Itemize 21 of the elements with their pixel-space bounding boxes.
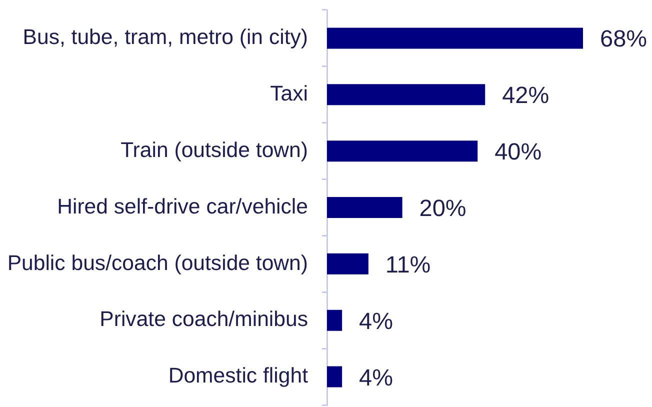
y-tick-label: Hired self-drive car/vehicle — [57, 194, 308, 218]
data-label: 4% — [359, 308, 394, 334]
bar — [327, 310, 342, 331]
y-tick-label: Domestic flight — [168, 364, 308, 388]
y-tick-label: Taxi — [270, 82, 308, 106]
bar — [327, 253, 368, 274]
data-label: 4% — [359, 364, 394, 390]
y-tick-label: Public bus/coach (outside town) — [7, 250, 308, 275]
data-label: 11% — [385, 251, 431, 278]
bar — [327, 140, 478, 162]
data-label: 20% — [419, 194, 466, 221]
y-tick-label: Private coach/minibus — [100, 307, 308, 332]
data-label: 42% — [502, 82, 550, 108]
data-label: 68% — [600, 26, 648, 52]
bar — [327, 28, 583, 49]
bar — [327, 197, 402, 218]
y-tick-label: Train (outside town) — [120, 138, 308, 162]
bar — [327, 84, 486, 106]
bar — [327, 366, 342, 388]
data-label: 40% — [494, 138, 542, 165]
y-tick-label: Bus, tube, tram, metro (in city) — [22, 25, 308, 50]
